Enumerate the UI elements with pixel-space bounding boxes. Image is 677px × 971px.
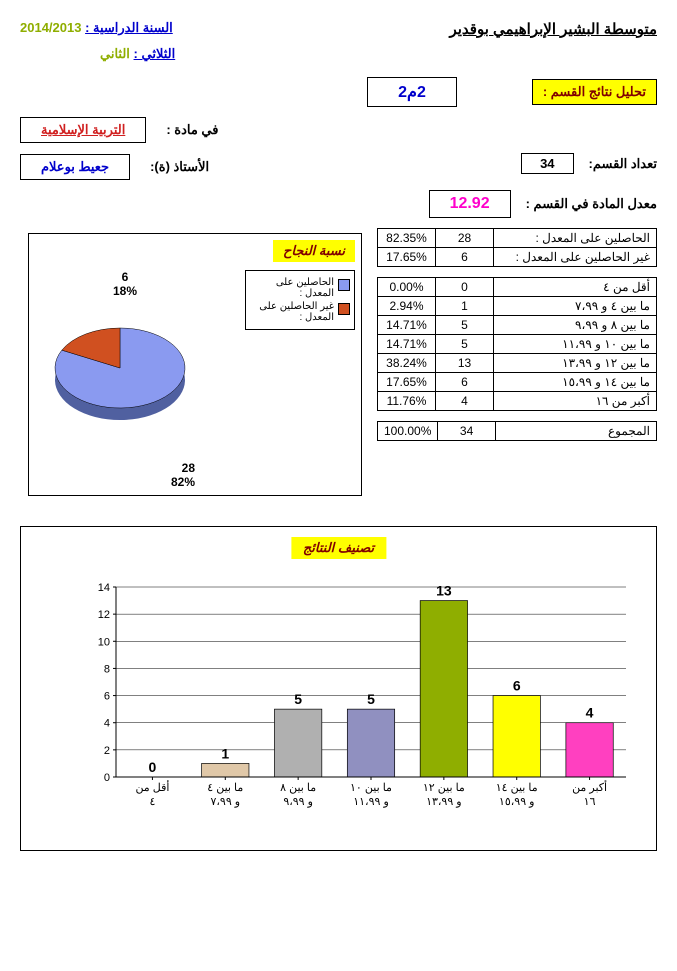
- pie-svg: [40, 298, 210, 458]
- bar: [566, 723, 613, 777]
- avg-box: 12.92: [429, 190, 511, 218]
- bar-chart: تصنيف النتائج 0 2 4 6 8 10 12 14 0 أقل من ٤ 1 ما بين…: [20, 526, 657, 851]
- bar: [420, 601, 467, 777]
- bar: [202, 763, 249, 777]
- dist-row-pct: 14.71%: [378, 335, 436, 354]
- count-label: تعداد القسم:: [589, 156, 657, 172]
- bar-value-label: 13: [436, 583, 452, 599]
- teacher-label: الأستاذ (ة):: [150, 159, 209, 175]
- dist-row-count: 0: [436, 278, 494, 297]
- bar-category-label: أكبر من: [572, 780, 607, 794]
- y-tick-label: 12: [98, 609, 110, 621]
- dist-row-count: 5: [436, 316, 494, 335]
- dist-row-label: ما بين ١٢ و ١٣،٩٩: [494, 354, 657, 373]
- subject-label: في مادة :: [166, 122, 218, 138]
- analysis-title: تحليل نتائج القسم :: [532, 79, 657, 105]
- bar-category-label: ما بين ٤: [207, 782, 243, 794]
- total-count: 34: [438, 422, 495, 441]
- dist-row-pct: 2.94%: [378, 297, 436, 316]
- bar-category-label: ١٦: [584, 796, 596, 808]
- pass-row-pct: 82.35%: [378, 229, 436, 248]
- dist-row-pct: 17.65%: [378, 373, 436, 392]
- bar-value-label: 0: [149, 759, 157, 775]
- dist-row-label: ما بين ١٤ و ١٥،٩٩: [494, 373, 657, 392]
- dist-row-label: أكبر من ١٦: [494, 392, 657, 411]
- school-name: متوسطة البشير الإبراهيمي بوقدير: [449, 20, 657, 38]
- dist-row-label: أقل من ٤: [494, 278, 657, 297]
- year-value: 2014/2013: [20, 20, 81, 35]
- class-box: 2م2: [367, 77, 457, 107]
- bar-category-label: و ٩،٩٩: [283, 796, 313, 808]
- bar-chart-title: تصنيف النتائج: [291, 537, 386, 559]
- dist-row-count: 6: [436, 373, 494, 392]
- dist-row-pct: 0.00%: [378, 278, 436, 297]
- dist-row-count: 1: [436, 297, 494, 316]
- dist-row-count: 13: [436, 354, 494, 373]
- subject-box: التربية الإسلامية: [20, 117, 146, 143]
- pie-legend: الحاصلين على المعدل : غير الحاصلين على ا…: [245, 270, 355, 330]
- bar-category-label: و ٧،٩٩: [210, 796, 240, 808]
- bar-category-label: و ١١،٩٩: [353, 796, 389, 808]
- dist-row-pct: 38.24%: [378, 354, 436, 373]
- avg-label: معدل المادة في القسم :: [526, 196, 657, 212]
- dist-row-label: ما بين ٤ و ٧،٩٩: [494, 297, 657, 316]
- bar: [274, 709, 321, 777]
- bar-value-label: 5: [294, 691, 302, 707]
- pass-table: الحاصلين على المعدل : 28 82.35% غير الحاص…: [377, 228, 657, 267]
- pie-chart: نسبة النجاح الحاصلين على المعدل : غير ال…: [28, 233, 362, 496]
- legend-swatch: [338, 303, 350, 315]
- bar-value-label: 4: [586, 705, 594, 721]
- y-tick-label: 0: [104, 772, 110, 784]
- bar-category-label: ما بين ٨: [280, 782, 316, 794]
- pie-title: نسبة النجاح: [273, 240, 355, 262]
- y-tick-label: 6: [104, 691, 110, 703]
- bar-category-label: أقل من: [135, 780, 169, 794]
- y-tick-label: 8: [104, 663, 110, 675]
- bar-category-label: و ١٣،٩٩: [426, 796, 462, 808]
- bar-value-label: 1: [221, 745, 229, 761]
- legend-swatch: [338, 279, 350, 291]
- total-pct: 100.00%: [378, 422, 438, 441]
- bar: [493, 696, 540, 777]
- bar-svg: 0 2 4 6 8 10 12 14 0 أقل من ٤ 1 ما بين ٤ و ٧،٩٩ 5 ما بي…: [76, 567, 636, 827]
- dist-row-pct: 14.71%: [378, 316, 436, 335]
- bar-category-label: ما بين ١٢: [423, 782, 465, 794]
- bar-value-label: 5: [367, 691, 375, 707]
- dist-row-pct: 11.76%: [378, 392, 436, 411]
- legend-label: غير الحاصلين على المعدل :: [250, 301, 334, 323]
- pass-row-count: 28: [436, 229, 494, 248]
- dist-table: أقل من ٤ 0 0.00% ما بين ٤ و ٧،٩٩ 1 2.94% م…: [377, 277, 657, 411]
- teacher-box: جعيط بوعلام: [20, 154, 130, 180]
- bar-category-label: ما بين ١٠: [350, 782, 392, 794]
- y-tick-label: 14: [98, 582, 110, 594]
- bar-category-label: و ١٥،٩٩: [499, 796, 535, 808]
- dist-row-count: 4: [436, 392, 494, 411]
- pass-row-count: 6: [436, 248, 494, 267]
- bar: [347, 709, 394, 777]
- pass-row-label: الحاصلين على المعدل :: [494, 229, 657, 248]
- dist-row-label: ما بين ١٠ و ١١،٩٩: [494, 335, 657, 354]
- legend-label: الحاصلين على المعدل :: [250, 277, 334, 299]
- pass-row-pct: 17.65%: [378, 248, 436, 267]
- year-label: السنة الدراسية :: [85, 20, 173, 35]
- total-label: المجموع: [495, 422, 656, 441]
- y-tick-label: 10: [98, 636, 110, 648]
- total-table: المجموع 34 100.00%: [377, 421, 657, 441]
- bar-category-label: ما بين ١٤: [496, 782, 538, 794]
- dist-row-count: 5: [436, 335, 494, 354]
- y-tick-label: 4: [104, 718, 110, 730]
- y-tick-label: 2: [104, 745, 110, 757]
- trimester-label: الثلاثي :: [134, 46, 176, 61]
- trimester-value: الثاني: [100, 46, 130, 61]
- bar-category-label: ٤: [149, 796, 155, 808]
- dist-row-label: ما بين ٨ و ٩،٩٩: [494, 316, 657, 335]
- count-box: 34: [521, 153, 573, 174]
- pass-row-label: غير الحاصلين على المعدل :: [494, 248, 657, 267]
- bar-value-label: 6: [513, 678, 521, 694]
